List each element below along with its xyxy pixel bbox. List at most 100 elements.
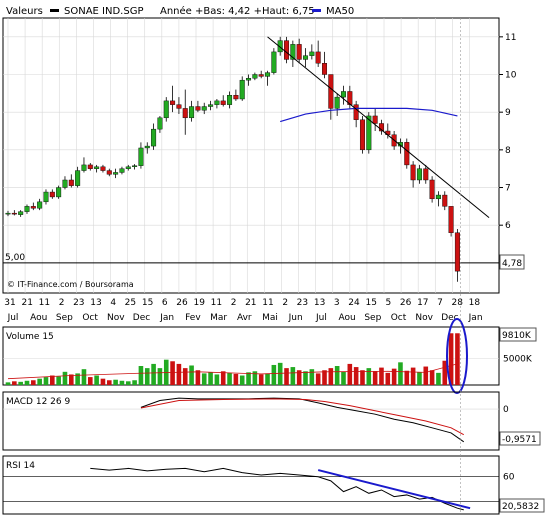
candle-down: [448, 206, 454, 233]
x-axis-day-label: 25: [125, 298, 136, 308]
x-axis-month-label: Aou: [338, 313, 355, 323]
x-axis-month-label: Mai: [262, 313, 278, 323]
volume-bar: [138, 366, 144, 385]
candle-up: [62, 179, 68, 188]
volume-bar: [24, 380, 30, 385]
volume-bar: [379, 367, 384, 385]
candle-up: [163, 100, 169, 119]
x-axis-day-label: 15: [365, 298, 376, 308]
candle-down: [220, 100, 226, 105]
x-axis-month-label: Sep: [364, 313, 381, 323]
x-axis-day-label: 15: [142, 298, 153, 308]
candle-down: [454, 232, 460, 272]
macd-title: MACD 12 26 9: [6, 397, 70, 407]
volume-bar: [132, 380, 137, 385]
volume-highlight-ellipse: [446, 318, 468, 394]
candle-down: [322, 63, 328, 75]
volume-bar: [284, 368, 289, 385]
candle-up: [435, 194, 441, 200]
volume-bar: [296, 370, 302, 385]
x-axis-month-label: Nov: [107, 313, 125, 323]
candle-up: [277, 40, 283, 53]
candle-up: [94, 166, 100, 169]
volume-bar: [43, 377, 49, 385]
volume-bar: [417, 372, 422, 385]
candle-down: [404, 142, 410, 166]
macd-last-callout: -0,9571: [499, 431, 541, 446]
volume-title: Volume 15: [6, 332, 54, 342]
candle-down: [284, 40, 290, 60]
candle-up: [37, 201, 43, 209]
x-axis-day-label: 13: [314, 298, 325, 308]
macd-last-box: [499, 431, 541, 446]
x-axis-day-label: 13: [90, 298, 101, 308]
volume-bar: [195, 370, 201, 385]
macd-line: [140, 397, 465, 443]
volume-bar: [75, 373, 80, 385]
rsi-panel-frame: [2, 455, 500, 515]
volume-last-callout: 9810K: [499, 327, 537, 342]
volume-bar: [208, 372, 213, 385]
price-y-tick-label: 11: [505, 33, 516, 43]
candle-down: [30, 206, 36, 209]
candle-up: [252, 74, 258, 79]
volume-bar: [360, 370, 365, 385]
volume-bar: [87, 377, 93, 385]
price-y-tick-label: 8: [505, 146, 511, 156]
candle-down: [100, 166, 106, 171]
volume-bar: [258, 374, 264, 385]
candle-down: [182, 108, 188, 119]
candle-down: [296, 44, 302, 60]
x-axis-month-label: Jan: [468, 313, 483, 323]
volume-bar: [18, 381, 23, 385]
volume-bar: [56, 376, 61, 385]
rsi-line: [90, 467, 464, 511]
candle-up: [271, 51, 277, 73]
volume-average-line: [7, 363, 458, 380]
volume-bar: [334, 366, 340, 385]
volume-bar: [315, 373, 321, 385]
candle-up: [125, 166, 131, 169]
volume-bar: [220, 371, 226, 385]
price-y-tick-label: 6: [505, 221, 511, 231]
candle-up: [397, 142, 403, 147]
volume-bar: [404, 370, 410, 385]
x-axis-day-label: 2: [231, 298, 237, 308]
volume-bar: [227, 372, 232, 385]
candle-up: [5, 212, 11, 215]
candle-up: [303, 55, 309, 60]
candle-up: [75, 170, 81, 186]
candle-down: [423, 168, 429, 181]
x-axis-day-label: 5: [386, 298, 392, 308]
volume-bar: [277, 362, 283, 385]
volume-bar: [151, 363, 156, 385]
volume-bar: [328, 368, 334, 385]
legend: Valeurs SONAE IND.SGP Année +Bas: 4,42 +…: [6, 5, 354, 17]
x-axis-day-label: 21: [21, 298, 32, 308]
volume-bar: [347, 363, 353, 385]
candle-up: [366, 115, 372, 151]
volume-bar: [429, 370, 435, 385]
price-trendline: [267, 36, 490, 219]
x-axis-day-label: 2: [59, 298, 65, 308]
x-axis-day-label: 26: [176, 298, 188, 308]
macd-tick-label: 0: [503, 405, 509, 415]
ma50-line: [280, 107, 458, 123]
volume-bars: [5, 333, 460, 385]
volume-bar: [100, 378, 106, 385]
volume-bar: [303, 371, 308, 385]
rsi-trendline: [317, 469, 471, 510]
volume-bar: [410, 367, 416, 385]
x-axis-day-label: 4: [110, 298, 116, 308]
x-axis-month-label: Jan: [159, 313, 174, 323]
x-axis-day-label: 23: [297, 298, 308, 308]
candle-down: [378, 123, 384, 132]
candle-up: [132, 165, 138, 168]
legend-price-swatch: [50, 9, 59, 12]
volume-bar: [69, 374, 74, 385]
volume-bar: [37, 378, 42, 385]
rsi-grid: [3, 476, 499, 502]
price-grid: [3, 18, 499, 293]
volume-bar: [423, 366, 429, 385]
last-price-callout: 4,78: [499, 254, 525, 270]
